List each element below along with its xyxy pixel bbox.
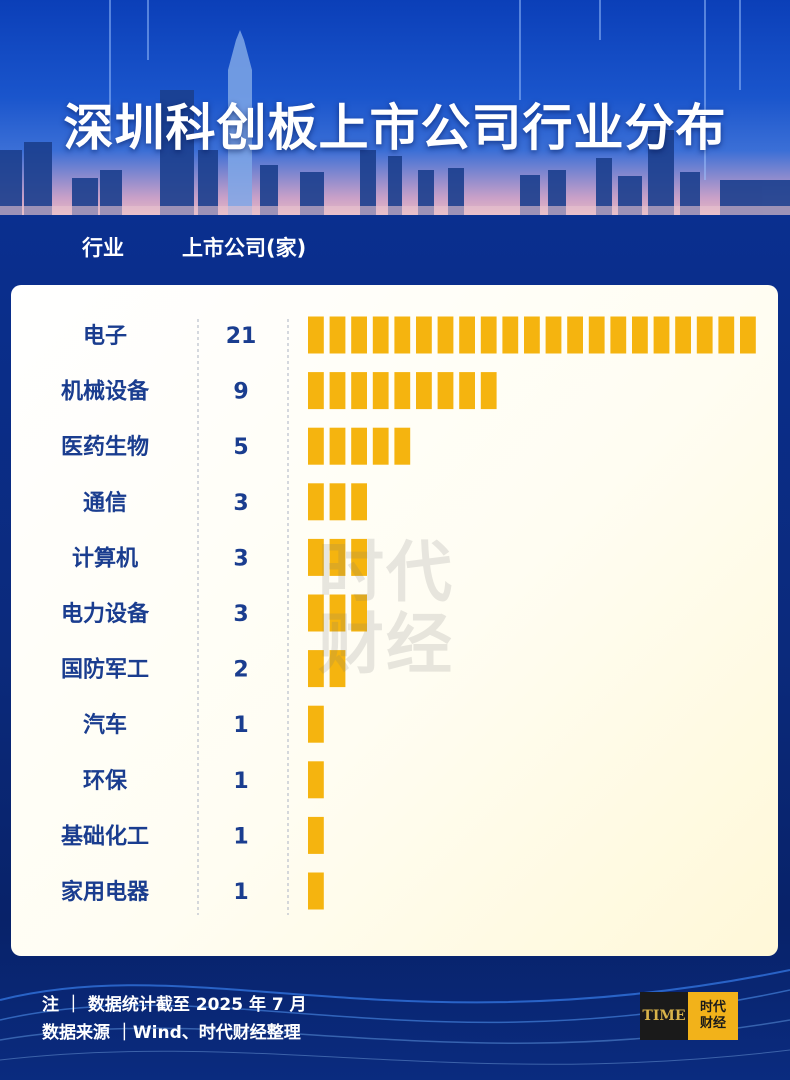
value-label: 9 [233, 380, 248, 405]
bar-segment [416, 316, 432, 354]
value-label: 3 [233, 491, 248, 516]
bar-segment [740, 316, 756, 354]
header-banner [0, 0, 790, 215]
bar [308, 705, 324, 743]
bar [308, 650, 346, 688]
category-label: 基础化工 [61, 823, 149, 849]
logo-brand-name: 时代 财经 [688, 992, 738, 1040]
value-label: 21 [226, 324, 257, 349]
bar-segment [567, 316, 583, 354]
bar-segment [329, 650, 346, 688]
category-label: 机械设备 [61, 379, 150, 405]
bar-segment [437, 316, 454, 354]
footer-note: 注 ｜ 数据统计截至 2025 年 7 月 [42, 995, 307, 1015]
bar-segment [308, 816, 324, 854]
category-label: 电子 [83, 324, 127, 349]
bar [308, 816, 324, 854]
bar [308, 538, 367, 576]
bar-segment [329, 538, 346, 576]
bar-segment [394, 372, 411, 410]
bar-segment [545, 316, 562, 354]
bar-segment [308, 483, 324, 521]
count-column-header: 上市公司(家) [182, 236, 307, 260]
bar-segment [610, 316, 627, 354]
bar-segment [372, 316, 389, 354]
category-label: 汽车 [83, 712, 127, 738]
bar-segment [437, 372, 454, 410]
logo-line-2: 财经 [699, 1016, 726, 1031]
value-label: 3 [233, 602, 248, 627]
bar [308, 316, 756, 354]
bar-segment [416, 372, 432, 410]
bar-segment [459, 316, 475, 354]
bar-segment [308, 705, 324, 743]
bar-segment [394, 427, 411, 465]
bar-segment [351, 372, 367, 410]
bar-segment [372, 427, 389, 465]
category-label: 通信 [83, 490, 127, 516]
bar-segment [308, 594, 324, 632]
value-label: 1 [233, 769, 248, 794]
bar-segment [351, 594, 367, 632]
brand-logo: TIME 时代 财经 [640, 992, 738, 1040]
bar-segment [718, 316, 735, 354]
bar-segment [351, 316, 367, 354]
bar-segment [329, 372, 346, 410]
industry-column-header: 行业 [82, 236, 124, 260]
bar-segment [308, 316, 324, 354]
bar-segment [308, 538, 324, 576]
bar-segment [351, 538, 367, 576]
bar-segment [480, 316, 497, 354]
bar-segment [653, 316, 670, 354]
bar-chart: 电子 21 机械设备 9 医药生物 5 通信 3 计算机 3 电力设备 3 国防军工 2 汽车 1 环保 1 基础化… [61, 316, 756, 915]
footer-source: 数据来源 ｜Wind、时代财经整理 [42, 1023, 301, 1043]
bar [308, 372, 497, 410]
value-label: 1 [233, 880, 248, 905]
bar [308, 427, 411, 465]
logo-time-mark: TIME [640, 992, 688, 1040]
bar-segment [351, 483, 367, 521]
chart-title: 深圳科创板上市公司行业分布 [63, 99, 727, 157]
category-label: 计算机 [72, 545, 138, 571]
bar-segment [524, 316, 540, 354]
bar [308, 483, 367, 521]
bar [308, 872, 324, 910]
bar-segment [480, 372, 497, 410]
bar-segment [308, 372, 324, 410]
category-label: 环保 [83, 769, 128, 794]
bar-segment [308, 427, 324, 465]
bar [308, 761, 324, 799]
bar-segment [308, 650, 324, 688]
bar-segment [351, 427, 367, 465]
category-label: 医药生物 [61, 434, 149, 460]
bar-segment [588, 316, 605, 354]
bar-segment [502, 316, 519, 354]
value-label: 2 [233, 658, 248, 683]
bar-segment [329, 427, 346, 465]
category-label: 电力设备 [61, 601, 150, 627]
city-skyline [0, 0, 790, 215]
bar-segment [308, 761, 324, 799]
category-label: 国防军工 [61, 658, 149, 683]
bar-segment [675, 316, 691, 354]
bar-segment [696, 316, 713, 354]
bar-segment [372, 372, 389, 410]
value-label: 1 [233, 824, 248, 849]
bar-segment [329, 483, 346, 521]
bar-segment [632, 316, 648, 354]
bar-segment [459, 372, 475, 410]
value-label: 3 [233, 546, 248, 571]
bar-segment [308, 872, 324, 910]
bar [308, 594, 367, 632]
bar-segment [329, 594, 346, 632]
category-label: 家用电器 [61, 879, 150, 905]
bar-segment [394, 316, 411, 354]
logo-line-1: 时代 [699, 1000, 726, 1015]
bar-segment [329, 316, 346, 354]
value-label: 5 [233, 435, 248, 460]
chart-panel: 电子 21 机械设备 9 医药生物 5 通信 3 计算机 3 电力设备 3 国防军工 2 汽车 1 环保 1 基础化… [11, 285, 778, 956]
value-label: 1 [233, 713, 248, 738]
